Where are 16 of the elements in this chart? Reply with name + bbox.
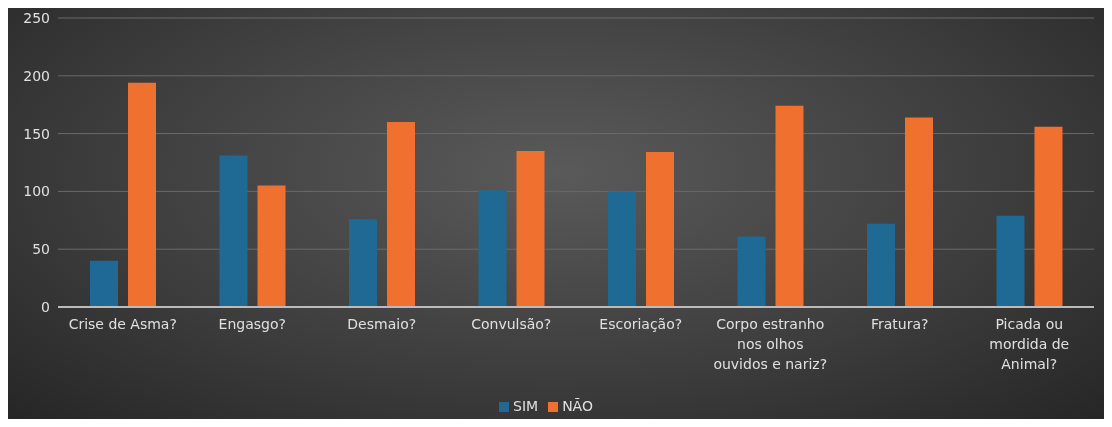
y-tick-label: 100 bbox=[23, 183, 50, 200]
x-tick-label: Desmaio? bbox=[347, 316, 417, 332]
y-tick-label: 200 bbox=[23, 67, 50, 84]
y-tick-label: 0 bbox=[41, 298, 50, 315]
legend-label: NÃO bbox=[562, 398, 593, 414]
y-tick-label: 250 bbox=[23, 9, 50, 26]
legend-label: SIM bbox=[513, 398, 539, 414]
x-tick-label: Escoriação? bbox=[599, 316, 683, 332]
x-tick-label: Picada ou mordida de Animal? bbox=[989, 316, 1070, 372]
y-tick-label: 150 bbox=[23, 125, 50, 142]
y-tick-label: 50 bbox=[32, 241, 50, 258]
x-tick-label: Crise de Asma? bbox=[68, 316, 177, 332]
x-tick-label: Corpo estranho nos olhos ouvidos e nariz? bbox=[713, 316, 828, 372]
x-tick-label: Engasgo? bbox=[218, 316, 286, 332]
x-tick-label: Convulsão? bbox=[471, 316, 552, 332]
x-tick-label: Fratura? bbox=[871, 316, 929, 332]
